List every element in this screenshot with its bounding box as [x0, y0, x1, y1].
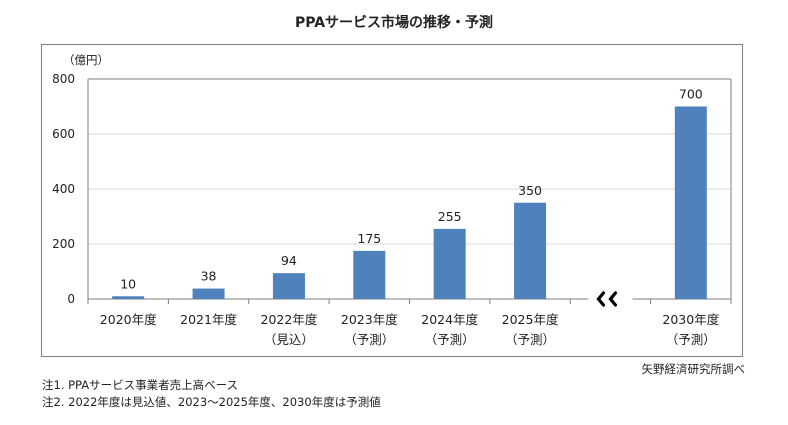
chart-title: PPAサービス市場の推移・予測: [294, 15, 494, 31]
x-tick-sublabel-6: （予測）: [666, 332, 716, 347]
x-tick-sublabel-4: （予測）: [425, 332, 475, 347]
data-label-4: 255: [438, 209, 462, 224]
y-unit-label: （億円）: [63, 53, 109, 67]
x-tick-label-2: 2022年度: [261, 312, 318, 327]
bar-1: [192, 288, 225, 299]
data-label-1: 38: [201, 269, 217, 284]
y-tick-label-600: 600: [52, 127, 75, 141]
footnote-2: 注2. 2022年度は見込値、2023～2025年度、2030年度は予測値: [42, 395, 381, 409]
bar-4: [433, 228, 466, 299]
bar-0: [112, 296, 145, 299]
y-tick-label-800: 800: [52, 72, 75, 86]
x-tick-label-6: 2030年度: [662, 312, 719, 327]
y-tick-label-200: 200: [52, 237, 75, 251]
source-credit: 矢野経済研究所調べ: [641, 362, 746, 376]
x-tick-sublabel-2: （見込）: [264, 332, 314, 347]
axis-break-mark-1: [608, 291, 618, 307]
x-tick-label-0: 2020年度: [100, 312, 157, 327]
y-tick-label-0: 0: [67, 292, 75, 306]
axis-break-mark-0: [596, 291, 606, 307]
bar-5: [514, 202, 547, 299]
data-label-6: 700: [679, 87, 703, 102]
data-label-0: 10: [120, 276, 136, 291]
x-tick-label-3: 2023年度: [341, 312, 398, 327]
bar-2: [272, 273, 305, 299]
data-label-5: 350: [518, 183, 542, 198]
x-tick-label-4: 2024年度: [421, 312, 478, 327]
x-tick-label-5: 2025年度: [502, 312, 559, 327]
x-tick-sublabel-3: （予測）: [344, 332, 394, 347]
bar-6: [674, 106, 707, 299]
footnote-1: 注1. PPAサービス事業者売上高ベース: [42, 378, 239, 392]
y-tick-label-400: 400: [52, 182, 75, 196]
data-label-3: 175: [357, 231, 381, 246]
plot-frame: [41, 44, 743, 357]
data-label-2: 94: [281, 253, 297, 268]
x-tick-sublabel-5: （予測）: [505, 332, 555, 347]
x-tick-label-1: 2021年度: [180, 312, 237, 327]
bar-3: [353, 250, 386, 299]
